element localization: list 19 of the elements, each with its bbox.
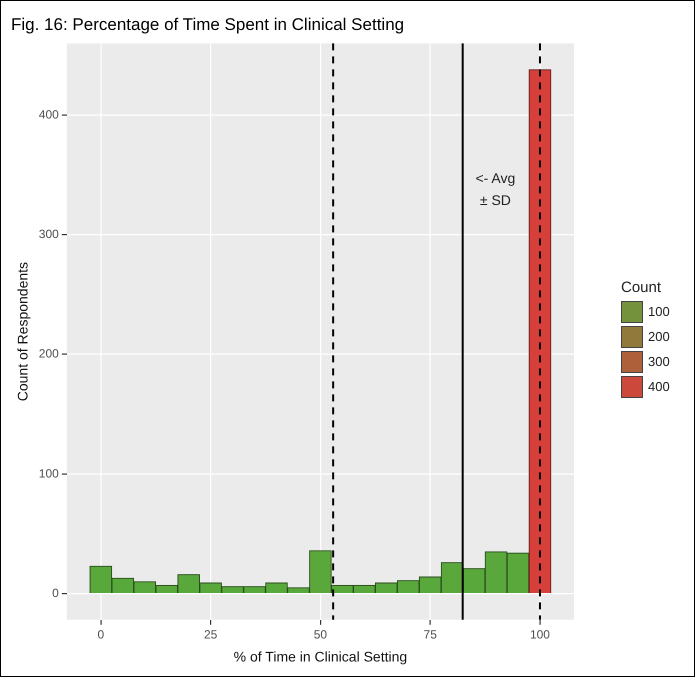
x-tick-label: 25 — [204, 627, 218, 642]
chart-title: Fig. 16: Percentage of Time Spent in Clinical Setting — [11, 14, 404, 34]
x-tick-label: 75 — [424, 627, 438, 642]
color-bar-label: 100 — [648, 304, 670, 319]
x-tick-label: 100 — [530, 627, 550, 642]
annotation: <- Avg ± SD — [475, 170, 516, 208]
y-tick-label: 400 — [38, 107, 60, 122]
y-tick-label: 100 — [38, 466, 60, 480]
y-tick-label: 200 — [38, 346, 60, 361]
y-tick-label: 300 — [38, 227, 60, 242]
x-tick-label: 50 — [314, 627, 328, 642]
color-bar-label: 300 — [648, 354, 670, 369]
y-tick-label: 0 — [52, 586, 60, 600]
y-axis-title: Count of Respondents — [14, 262, 30, 402]
color-bar-label: 400 — [648, 379, 670, 394]
color-bar-label: 200 — [648, 329, 670, 344]
legend-title: Count — [621, 279, 662, 296]
x-axis-title: % of Time in Clinical Setting — [234, 648, 408, 664]
x-tick-label: 0 — [98, 627, 105, 642]
